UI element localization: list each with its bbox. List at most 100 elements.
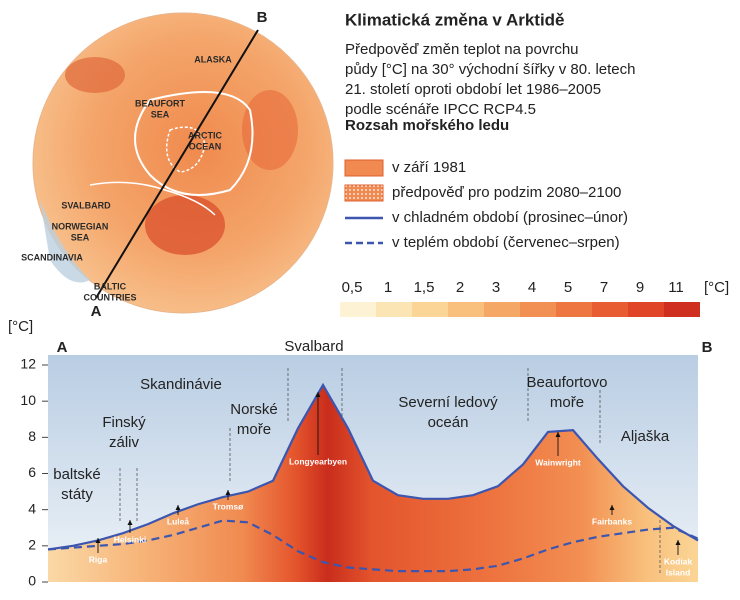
y-tick-label: 2	[28, 537, 36, 553]
y-axis-label: [°C]	[8, 318, 33, 335]
place-arrowhead	[555, 432, 561, 437]
scale-swatch	[376, 302, 412, 317]
place-label: Riga	[89, 554, 108, 564]
point-b: B	[257, 9, 268, 26]
map-label: OCEAN	[189, 141, 222, 151]
scale-label: 1,5	[414, 279, 435, 296]
scale-swatch	[520, 302, 556, 317]
ice-1981	[134, 91, 254, 196]
scale-swatch	[556, 302, 592, 317]
scale-swatch	[628, 302, 664, 317]
description-line: podle scénáře IPCC RCP4.5	[345, 101, 536, 118]
place-label: Helsinki	[114, 534, 147, 544]
map-label: SEA	[71, 232, 90, 242]
scale-label: 0,5	[342, 279, 363, 296]
region-label: Svalbard	[284, 338, 343, 355]
region-label: moře	[237, 421, 271, 438]
point-a: A	[91, 303, 102, 320]
map-label: ARCTIC	[188, 130, 222, 140]
y-tick-label: 0	[28, 573, 36, 589]
region-label: Norské	[230, 401, 278, 418]
region-label: Skandinávie	[140, 376, 222, 393]
region-label: Beaufortovo	[527, 374, 608, 391]
place-arrowhead	[95, 538, 101, 543]
scale-label: 2	[456, 279, 464, 296]
map-hotspot	[65, 57, 125, 93]
description-line: půdy [°C] na 30° východní šířky v 80. le…	[345, 61, 635, 78]
y-tick-label: 8	[28, 428, 36, 444]
region-label: Aljaška	[621, 428, 670, 445]
region-label: záliv	[109, 434, 140, 451]
scale-label: 3	[492, 279, 500, 296]
map-label: COUNTRIES	[83, 292, 136, 302]
place-label: Luleå	[167, 516, 189, 526]
ice-heading: Rozsah mořského ledu	[345, 117, 509, 134]
warm-line	[47, 519, 699, 573]
map-label: BEAUFORT	[135, 98, 185, 108]
place-label: Kodiak	[664, 556, 693, 566]
scale-swatch	[484, 302, 520, 317]
place-label: Wainwright	[535, 457, 581, 467]
map-hotspot	[145, 195, 225, 255]
scale-unit: [°C]	[704, 279, 729, 296]
map-label: NORWEGIAN	[52, 221, 109, 231]
ice-1981-swatch	[344, 159, 384, 177]
region-label: Finský	[102, 414, 146, 431]
place-arrowhead	[675, 540, 681, 545]
map-label: SEA	[151, 109, 170, 119]
cold-line	[47, 382, 699, 551]
scale-swatch	[664, 302, 700, 317]
map-sea	[40, 200, 90, 283]
arctic-map: A B	[32, 9, 334, 320]
map-label: ALASKA	[194, 54, 232, 64]
place-label: Longyearbyen	[289, 456, 347, 466]
region-label: baltské	[53, 466, 101, 483]
region-label: státy	[61, 486, 93, 503]
scale-swatch	[448, 302, 484, 317]
y-tick-label: 10	[20, 392, 36, 408]
place-arrowhead	[127, 520, 133, 525]
legend-label: v chladném období (prosinec–únor)	[392, 209, 628, 226]
legend-label: v teplém období (červenec–srpen)	[392, 234, 620, 251]
y-tick-label: 4	[28, 500, 36, 516]
description-line: 21. století oproti období let 1986–2005	[345, 81, 601, 98]
legend-label: předpověď pro podzim 2080–2100	[392, 184, 621, 201]
ice-2080-swatch	[344, 184, 384, 202]
title: Klimatická změna v Arktidě	[345, 10, 565, 29]
map-coast	[89, 181, 216, 216]
y-tick-label: 6	[28, 464, 36, 480]
end-label: B	[702, 339, 713, 356]
region-label: oceán	[428, 414, 469, 431]
place-arrowhead	[609, 505, 615, 510]
scale-swatch	[592, 302, 628, 317]
map-label: SVALBARD	[61, 200, 111, 210]
scale-label: 5	[564, 279, 572, 296]
legend-label: v září 1981	[392, 159, 466, 176]
map-hotspot	[242, 90, 298, 170]
profile-chart: 0 2 4 6 8 10 12 [°C] A B	[8, 318, 713, 589]
place-arrowhead	[175, 505, 181, 510]
ice-2080	[165, 126, 206, 173]
temperature-band	[48, 384, 698, 582]
place-label: Island	[666, 567, 691, 577]
place-arrowhead	[225, 490, 231, 495]
place-label: Fairbanks	[592, 516, 632, 526]
scale-swatch	[340, 302, 376, 317]
scale-label: 11	[668, 279, 684, 296]
scale-label: 1	[384, 279, 392, 296]
map-label: SCANDINAVIA	[21, 252, 83, 262]
scale-label: 7	[600, 279, 608, 296]
map-label: BALTIC	[94, 281, 127, 291]
description-line: Předpověď změn teplot na povrchu	[345, 41, 579, 58]
place-arrowhead	[315, 392, 321, 397]
region-label: Severní ledový	[398, 394, 498, 411]
scale-swatch	[412, 302, 448, 317]
scale-label: 4	[528, 279, 536, 296]
region-label: moře	[550, 394, 584, 411]
scale-label: 9	[636, 279, 644, 296]
start-label: A	[57, 339, 68, 356]
place-label: Tromsø	[213, 501, 245, 511]
y-tick-label: 12	[20, 356, 36, 372]
transect-line	[95, 29, 259, 299]
